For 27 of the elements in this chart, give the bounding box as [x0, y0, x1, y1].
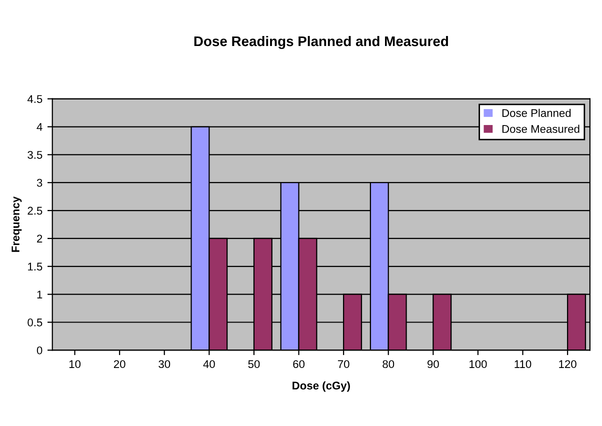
x-tick-label: 30	[158, 360, 170, 368]
y-tick-label: 4.5	[27, 95, 42, 103]
y-axis-title: Frequency	[12, 196, 22, 252]
y-tick-label: 3	[36, 178, 42, 187]
chart-title: Dose Readings Planned and Measured	[194, 36, 448, 49]
y-tick-label: 3.5	[28, 150, 42, 159]
x-tick-label: 90	[428, 360, 439, 368]
x-tick-label: 110	[514, 360, 532, 368]
y-tick-label: 4	[36, 123, 42, 131]
x-tick-label: 60	[293, 360, 305, 368]
x-tick-label: 40	[203, 360, 215, 368]
x-tick-label: 50	[248, 360, 260, 368]
x-tick-label: 10	[69, 360, 81, 368]
legend-label: Dose Measured	[502, 124, 580, 133]
x-tick-label: 80	[382, 360, 394, 368]
x-tick-label: 120	[559, 360, 576, 368]
y-tick-label: 2.5	[28, 206, 42, 215]
x-tick-label: 70	[338, 360, 350, 368]
y-tick-label: 1	[37, 290, 42, 298]
x-tick-label: 100	[470, 360, 487, 368]
y-tick-label: 0	[36, 346, 42, 354]
y-tick-label: 2	[37, 234, 42, 242]
legend-label: Dose Planned	[502, 108, 571, 117]
x-tick-label: 20	[114, 360, 126, 368]
x-axis-title: Dose (cGy)	[292, 381, 350, 392]
y-tick-label: 1.5	[28, 262, 42, 271]
y-tick-label: 0.5	[28, 318, 42, 326]
